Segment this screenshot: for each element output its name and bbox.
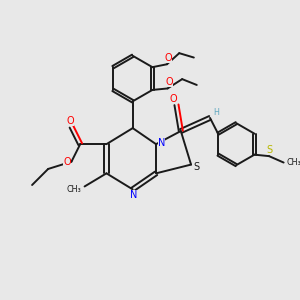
Text: O: O [165,77,173,87]
Text: O: O [63,157,71,167]
Text: O: O [165,53,172,63]
Text: S: S [266,145,273,155]
Text: CH₃: CH₃ [286,158,300,167]
Text: O: O [66,116,74,126]
Text: N: N [158,138,165,148]
Text: H: H [214,108,219,117]
Text: N: N [130,190,137,200]
Text: CH₃: CH₃ [66,185,81,194]
Text: O: O [170,94,177,104]
Text: S: S [194,162,200,172]
